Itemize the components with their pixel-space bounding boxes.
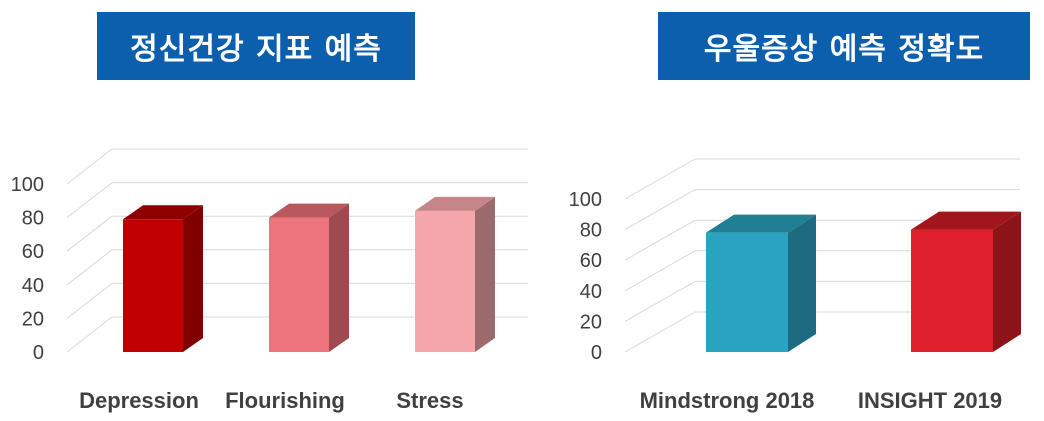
x-category-label: INSIGHT 2019 [858, 388, 1002, 413]
gridline-wall [66, 148, 113, 185]
gridline-wall [624, 219, 696, 261]
y-tick-label: 20 [580, 311, 602, 333]
gridline-wall [624, 311, 696, 353]
gridline-wall [624, 250, 696, 292]
bar-top-mindstrong-2018 [706, 214, 816, 233]
y-tick-label: 80 [22, 208, 44, 230]
chart-title-depression-accuracy: 우울증상 예측 정확도 [658, 12, 1030, 80]
y-tick-label: 0 [33, 342, 44, 364]
y-tick-label: 60 [580, 250, 602, 272]
gridline-wall [66, 316, 113, 353]
bar-depression [123, 219, 183, 352]
bar-side-mindstrong-2018 [788, 214, 816, 352]
chart-title-mental-health: 정신건강 지표 예측 [97, 12, 415, 80]
gridline-wall [66, 283, 113, 319]
y-tick-label: 40 [580, 281, 602, 303]
bar-mindstrong-2018 [706, 232, 788, 352]
gridline-wall [66, 182, 113, 218]
bar-insight-2019 [911, 229, 993, 352]
y-tick-label: 40 [22, 275, 44, 297]
bar-side-insight-2019 [993, 211, 1021, 352]
y-tick-label: 80 [580, 220, 602, 242]
x-category-label: Mindstrong 2018 [640, 388, 815, 413]
bar-stress [415, 210, 475, 352]
bar-top-insight-2019 [911, 211, 1021, 230]
bar-top-depression [123, 205, 203, 220]
x-category-label: Flourishing [225, 388, 345, 413]
y-tick-label: 20 [22, 308, 44, 330]
bar-side-depression [183, 205, 203, 352]
y-tick-label: 100 [569, 189, 602, 211]
bar-flourishing [269, 217, 329, 352]
gridline-wall [66, 215, 113, 252]
y-tick-label: 60 [22, 241, 44, 263]
bar-top-stress [415, 196, 495, 211]
gridline-wall [66, 249, 113, 286]
gridline-wall [624, 158, 696, 200]
x-category-label: Stress [396, 388, 463, 413]
y-tick-label: 100 [11, 174, 44, 196]
gridline-wall [624, 280, 696, 322]
x-category-label: Depression [79, 388, 199, 413]
bar-side-flourishing [329, 203, 349, 352]
gridline-wall [624, 189, 696, 231]
y-tick-label: 0 [591, 342, 602, 364]
bar-side-stress [475, 196, 495, 352]
bar-top-flourishing [269, 203, 349, 218]
